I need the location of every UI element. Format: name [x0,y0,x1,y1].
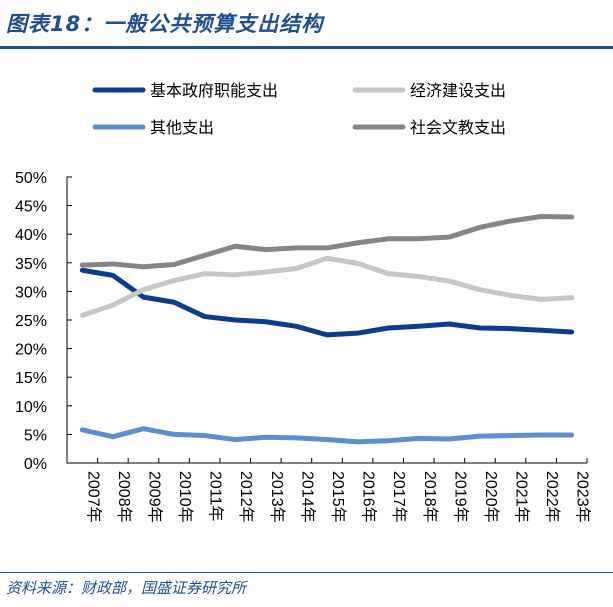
x-tick-label: 2008年 [115,471,133,523]
legend-label: 基本政府职能支出 [150,81,278,100]
y-tick-label: 0% [24,456,47,473]
x-tick-label: 2021年 [513,471,531,523]
x-tick-label: 2019年 [451,471,469,523]
y-tick-label: 5% [24,427,47,444]
x-tick-label: 2023年 [574,471,592,523]
y-tick-label: 25% [15,313,47,330]
x-tick-label: 2009年 [145,471,163,523]
y-tick-label: 35% [15,256,47,273]
series-line-2 [79,426,575,445]
x-tick-label: 2010年 [176,471,194,523]
x-tick-label: 2018年 [421,471,439,523]
x-tick-label: 2017年 [390,471,408,523]
y-tick-label: 50% [15,170,47,187]
y-tick-label: 45% [15,199,47,216]
legend-label: 社会文教支出 [410,118,506,137]
legend-label: 其他支出 [150,118,214,137]
y-tick-label: 10% [15,399,47,416]
y-tick-label: 20% [15,342,47,359]
x-tick-label: 2012年 [237,471,255,523]
series-line-0 [79,267,575,338]
y-tick-label: 30% [15,284,47,301]
source-note: 资料来源：财政部，国盛证券研究所 [6,579,247,597]
x-tick-label: 2015年 [329,471,347,523]
x-tick-label: 2011年 [207,471,225,521]
title-divider [0,46,613,49]
legend-label: 经济建设支出 [410,81,506,100]
x-tick-label: 2016年 [360,471,378,523]
x-tick-label: 2014年 [298,471,316,523]
x-tick-label: 2020年 [482,471,500,523]
y-tick-label: 15% [15,370,47,387]
y-tick-label: 40% [15,227,47,244]
source-divider [0,572,613,573]
x-tick-label: 2013年 [268,471,286,523]
x-tick-label: 2007年 [84,471,102,523]
line-chart: 0% 5% 10% 15% 20% 25% 30% 35% 40% 45% 50% 2007年 2008… [15,81,592,523]
chart-title: 图表18：一般公共预算支出结构 [6,12,324,36]
x-tick-label: 2022年 [543,471,561,523]
